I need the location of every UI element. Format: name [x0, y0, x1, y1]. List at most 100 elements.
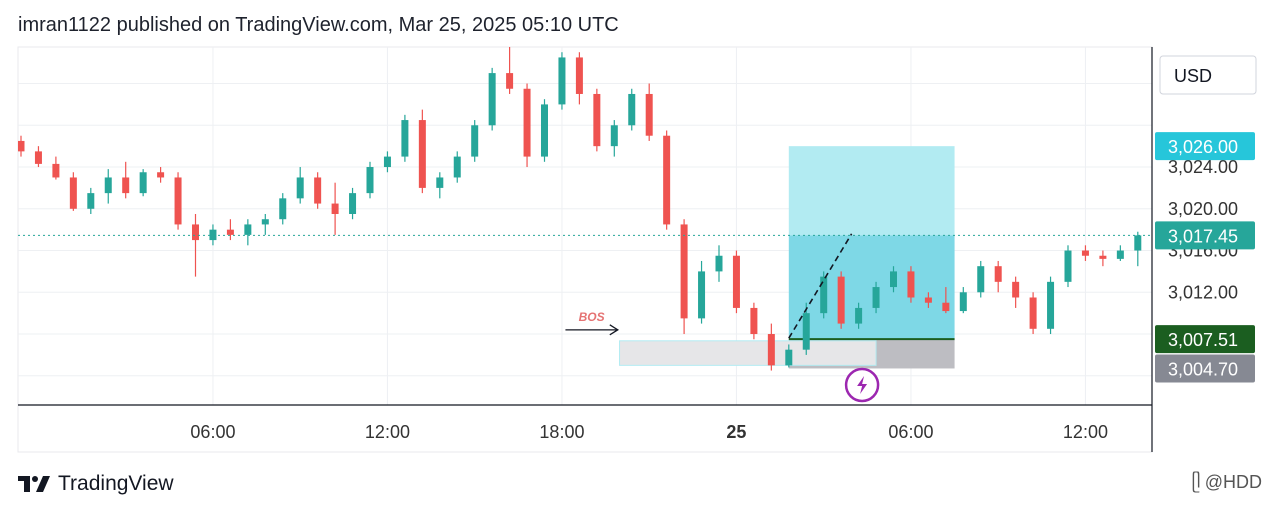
last-price-tag-bg	[1155, 221, 1255, 250]
target-price-tag: 3,026.00	[1168, 137, 1238, 157]
candle-body	[610, 125, 618, 147]
bos-arrow-head	[609, 324, 620, 336]
x-tick-label: 18:00	[539, 422, 584, 442]
candle-body	[942, 302, 950, 312]
chart-frame	[17, 46, 1153, 453]
x-tick-label: 12:00	[365, 422, 410, 442]
candle-body	[890, 271, 897, 288]
y-tick-label: 3,020.00	[1168, 199, 1238, 219]
candle-body	[52, 163, 60, 178]
candle-body	[349, 193, 357, 214]
candle-body	[279, 198, 287, 220]
candle-body	[715, 255, 723, 272]
candle-body	[959, 292, 967, 312]
candle-body	[820, 276, 828, 314]
tradingview-logo-icon	[18, 476, 50, 492]
candle-body	[226, 229, 234, 235]
y-tick-label: 3,012.00	[1168, 282, 1238, 302]
candle-body	[645, 93, 653, 136]
candle-body	[1081, 250, 1089, 256]
candle-body	[157, 172, 165, 178]
candle-body	[261, 219, 269, 225]
candle-body	[18, 140, 25, 152]
lightning-icon	[857, 376, 868, 394]
candle-body	[698, 271, 706, 319]
x-tick-label: 06:00	[888, 422, 933, 442]
candle-body	[314, 177, 322, 204]
candle-body	[209, 229, 217, 241]
candle-body	[855, 307, 863, 324]
candle-body	[192, 224, 199, 241]
candle-body	[331, 203, 339, 214]
candle-body	[907, 271, 915, 298]
candle-body	[383, 156, 391, 168]
candle-body	[785, 349, 793, 366]
x-tick-label: 06:00	[190, 422, 235, 442]
bos-zone	[619, 340, 877, 366]
candle-body	[453, 156, 461, 178]
candle-body	[34, 151, 42, 164]
publish-info: imran1122 published on TradingView.com, …	[18, 14, 619, 36]
candle-body	[994, 266, 1002, 282]
candle-body	[471, 125, 479, 157]
candle-body	[924, 297, 932, 303]
y-tick-label: 3,024.00	[1168, 157, 1238, 177]
candle-body	[139, 172, 147, 194]
candle-body	[1064, 250, 1072, 282]
x-tick-label: 25	[726, 422, 746, 442]
candle-body	[575, 57, 583, 94]
x-tick-label: 12:00	[1063, 422, 1108, 442]
target-zone-upper	[788, 146, 955, 236]
candle-body	[593, 93, 601, 147]
target-zone	[788, 235, 955, 340]
currency-label: USD	[1174, 66, 1212, 86]
candle-body	[1134, 235, 1142, 251]
candle-body	[506, 73, 514, 89]
last-price-tag: 3,017.45	[1168, 226, 1238, 246]
candle-body	[69, 177, 77, 209]
candle-body	[1099, 255, 1107, 259]
candle-body	[523, 88, 531, 157]
candle-body	[732, 255, 740, 308]
candle-body	[1029, 297, 1037, 329]
candle-body	[680, 224, 688, 319]
tradingview-logo[interactable]: TradingView	[18, 472, 174, 496]
candle-body	[104, 177, 112, 194]
candle-body	[488, 73, 496, 126]
watermark-text: @HDD	[1204, 472, 1262, 492]
currency-box	[1159, 55, 1257, 95]
target-price-tag-bg	[1155, 132, 1255, 161]
entry-price-tag-bg	[1155, 325, 1255, 354]
candle-body	[436, 177, 444, 188]
plot-area: BOS	[18, 47, 1142, 371]
candle-body	[541, 104, 548, 157]
watermark: ᥫ @HDD	[1192, 472, 1262, 493]
candle-body	[628, 93, 636, 126]
candle-body	[87, 193, 95, 209]
candle-body	[366, 167, 374, 194]
candle-body	[296, 177, 304, 199]
watermark-icon: ᥫ	[1191, 472, 1201, 492]
candle-body	[558, 57, 566, 105]
candle-body	[767, 334, 775, 366]
candle-body	[802, 313, 810, 350]
candle-body	[1116, 250, 1124, 259]
candle-body	[122, 177, 130, 194]
candle-body	[418, 120, 426, 188]
bos-label: BOS	[579, 310, 605, 324]
candle-body	[977, 266, 985, 293]
stop-price-tag-bg	[1155, 354, 1255, 383]
entry-price-tag: 3,007.51	[1168, 330, 1238, 350]
candle-body	[1012, 281, 1020, 298]
stop-price-tag: 3,004.70	[1168, 359, 1238, 379]
candle-body	[1047, 281, 1055, 329]
candle-body	[872, 287, 880, 308]
candle-body	[663, 135, 671, 225]
brand-name: TradingView	[58, 472, 174, 495]
candle-body	[750, 307, 758, 335]
candle-body	[401, 120, 409, 157]
trend-line	[788, 233, 853, 339]
candle-body	[244, 224, 252, 235]
